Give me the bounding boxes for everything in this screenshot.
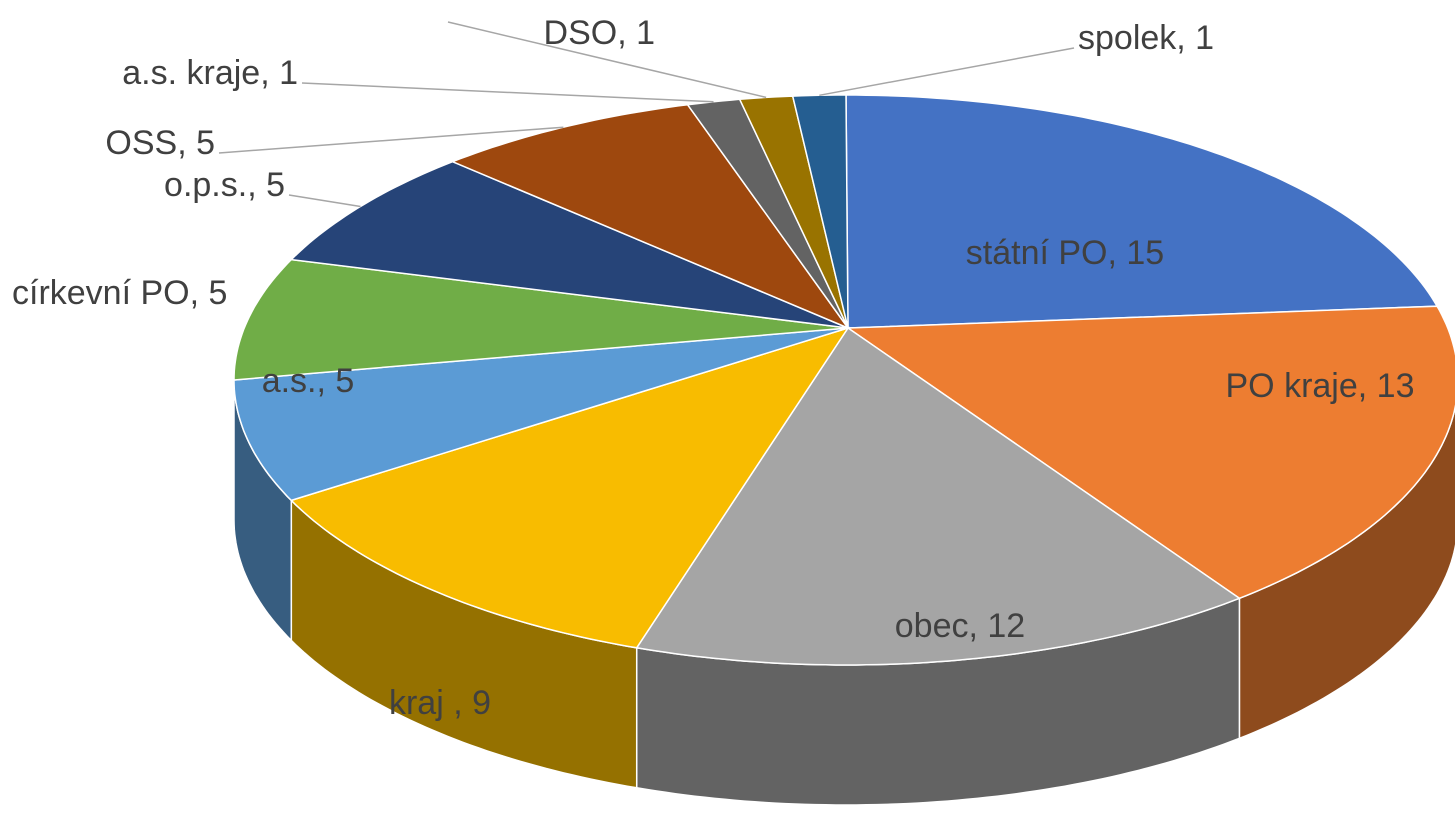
data-label: a.s., 5 — [262, 362, 355, 400]
slice — [233, 327, 849, 502]
slice — [233, 258, 849, 381]
data-label: OSS, 5 — [105, 124, 215, 162]
leader-line — [288, 194, 361, 208]
data-label: o.p.s., 5 — [164, 166, 285, 204]
slice — [845, 305, 1455, 600]
data-label: kraj , 9 — [389, 684, 491, 722]
data-label: PO kraje, 13 — [1226, 367, 1415, 405]
slice — [635, 326, 1242, 666]
leader-line — [447, 21, 767, 99]
leader-line — [819, 47, 1075, 97]
data-label: DSO, 1 — [544, 14, 655, 52]
leader-line — [301, 82, 714, 103]
data-label: církevní PO, 5 — [12, 274, 227, 312]
data-label: a.s. kraje, 1 — [122, 54, 298, 92]
slice — [845, 94, 1439, 329]
data-label: státní PO, 15 — [966, 234, 1164, 272]
leader-line — [218, 126, 564, 154]
data-label: obec, 12 — [895, 607, 1025, 645]
slice — [289, 326, 850, 649]
data-label: spolek, 1 — [1078, 19, 1214, 57]
